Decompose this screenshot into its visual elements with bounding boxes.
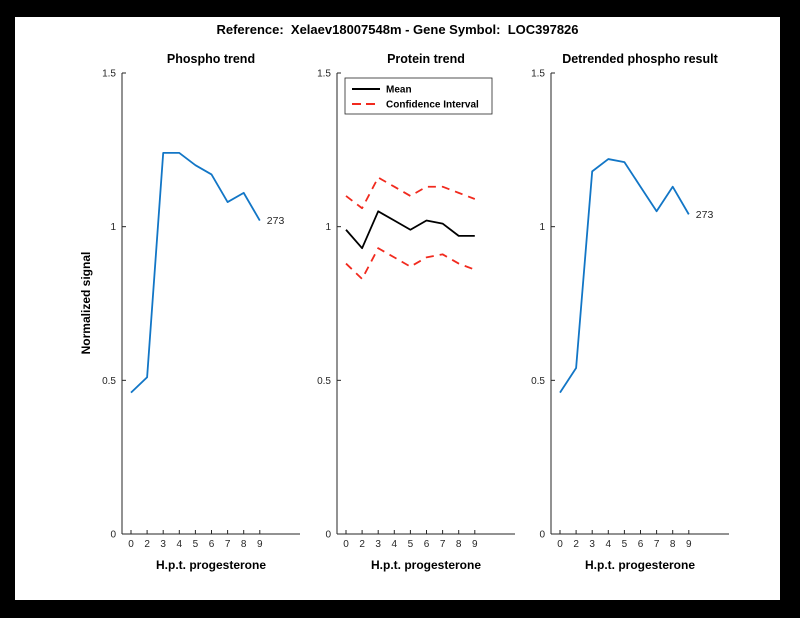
phospho-trend-title: Phospho trend: [167, 52, 255, 66]
detrended-phospho-result-x-tick-label: 4: [606, 539, 612, 550]
phospho-trend-y-tick-label: 1: [110, 222, 116, 233]
phospho-trend-xlabel: H.p.t. progesterone: [156, 558, 266, 572]
protein-trend-x-tick-label: 2: [359, 539, 365, 550]
phospho-trend-y-tick-label: 0: [110, 530, 116, 541]
protein-trend-ci-upper-line: [345, 176, 476, 210]
detrended-phospho-result-y-tick-label: 0.5: [531, 376, 545, 387]
phospho-trend-x-tick-label: 4: [177, 539, 183, 550]
detrended-phospho-result-x-tick-label: 7: [654, 539, 660, 550]
detrended-phospho-result-xlabel: H.p.t. progesterone: [585, 558, 695, 572]
protein-trend-x-tick-label: 8: [456, 539, 462, 550]
phospho-trend-x-tick-label: 0: [128, 539, 134, 550]
legend-box: [344, 77, 493, 115]
phospho-trend-y-tick-label: 0.5: [102, 376, 116, 387]
protein-trend-x-tick-label: 4: [392, 539, 398, 550]
protein-trend-x-tick-label: 3: [375, 539, 381, 550]
detrended-phospho-result-x-tick-label: 0: [557, 539, 563, 550]
detrended-phospho-result-end-value-label: 273: [696, 209, 714, 221]
y-axis-label: Normalized signal: [79, 252, 93, 355]
protein-trend-y-tick-label: 1.5: [317, 69, 331, 80]
detrended-phospho-result-detrended-phospho-line: [559, 158, 690, 394]
protein-trend-y-tick-label: 0.5: [317, 376, 331, 387]
protein-trend-x-tick-label: 6: [424, 539, 430, 550]
phospho-trend-end-value-label: 273: [267, 215, 285, 227]
detrended-phospho-result-x-tick-label: 6: [638, 539, 644, 550]
protein-trend-y-tick-label: 0: [325, 530, 331, 541]
detrended-phospho-result-x-tick-label: 8: [670, 539, 676, 550]
detrended-phospho-result-x-tick-label: 3: [589, 539, 595, 550]
legend-label-mean: Mean: [386, 85, 412, 96]
phospho-trend-x-tick-label: 3: [160, 539, 166, 550]
detrended-phospho-result-y-tick-label: 1.5: [531, 69, 545, 80]
phospho-trend-x-tick-label: 9: [257, 539, 263, 550]
protein-trend-x-tick-label: 0: [343, 539, 349, 550]
protein-trend-x-tick-label: 9: [472, 539, 478, 550]
protein-trend-ci-lower-line: [345, 247, 476, 280]
detrended-phospho-result-y-tick-label: 0: [539, 530, 545, 541]
protein-trend-title: Protein trend: [387, 52, 465, 66]
detrended-phospho-result-x-tick-label: 5: [622, 539, 628, 550]
phospho-trend-x-tick-label: 8: [241, 539, 247, 550]
detrended-phospho-result-y-tick-label: 1: [539, 222, 545, 233]
protein-trend-y-tick-label: 1: [325, 222, 331, 233]
protein-trend-xlabel: H.p.t. progesterone: [371, 558, 481, 572]
phospho-trend-y-tick-label: 1.5: [102, 69, 116, 80]
phospho-trend-x-tick-label: 6: [209, 539, 215, 550]
legend-label-confidence-interval: Confidence Interval: [386, 100, 479, 111]
protein-trend-x-tick-label: 7: [440, 539, 446, 550]
protein-trend-mean-line: [345, 210, 475, 250]
phospho-trend-x-tick-label: 7: [225, 539, 231, 550]
detrended-phospho-result-x-tick-label: 9: [686, 539, 692, 550]
protein-trend-x-tick-label: 5: [408, 539, 414, 550]
detrended-phospho-result-x-tick-label: 2: [573, 539, 579, 550]
phospho-trend-x-tick-label: 5: [193, 539, 199, 550]
phospho-trend-phospho-line: [130, 152, 261, 394]
phospho-trend-x-tick-label: 2: [144, 539, 150, 550]
figure-title: Reference: Xelaev18007548m - Gene Symbol…: [216, 22, 579, 37]
detrended-phospho-result-title: Detrended phospho result: [562, 52, 718, 66]
